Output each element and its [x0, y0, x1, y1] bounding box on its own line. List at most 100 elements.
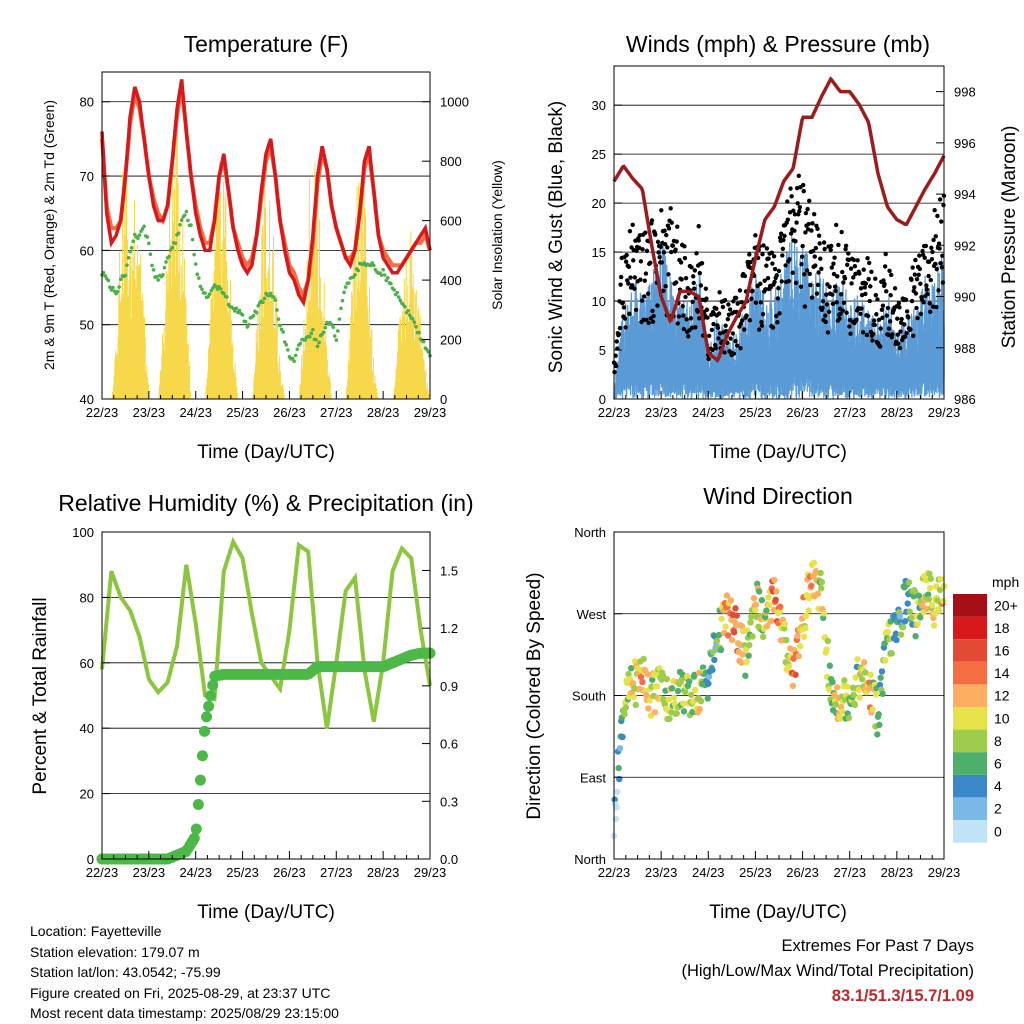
dewpoint-point: [426, 350, 431, 354]
gust-point: [645, 291, 651, 296]
gust-point: [649, 218, 655, 223]
gust-point: [779, 231, 784, 236]
direction-point: [936, 586, 944, 594]
gust-point: [812, 254, 817, 259]
pressure-series: [612, 76, 946, 363]
gust-point: [854, 317, 859, 322]
gust-point: [840, 269, 845, 275]
dewpoint-point: [307, 335, 312, 339]
gust-point: [834, 222, 839, 228]
direction-point: [742, 672, 749, 679]
direction-point: [876, 721, 883, 729]
dewpoint-point: [240, 313, 245, 317]
gust-point: [812, 211, 817, 217]
gust-point: [887, 268, 892, 273]
dewpoint-point: [275, 308, 279, 312]
gust-point: [666, 226, 672, 231]
gust-point: [898, 320, 904, 325]
direction-point: [825, 686, 833, 693]
direction-ytick-label: East: [580, 770, 606, 785]
direction-point: [850, 691, 857, 699]
temperature-2m-series: [100, 79, 432, 308]
direction-point: [926, 584, 934, 592]
gust-point: [765, 275, 771, 281]
direction-point: [709, 666, 716, 674]
gust-point: [676, 314, 682, 319]
colorbar-swatch: [953, 752, 987, 775]
dewpoint-point: [340, 298, 345, 303]
gust-point: [780, 253, 785, 258]
direction-point: [750, 595, 758, 602]
dewpoint-point: [189, 223, 193, 227]
gust-point: [738, 346, 743, 351]
gust-point: [675, 224, 680, 229]
gust-point: [715, 325, 721, 330]
dewpoint-point: [295, 347, 300, 352]
direction-point: [663, 675, 670, 683]
gust-point: [626, 281, 631, 286]
gust-point: [638, 277, 643, 282]
dewpoint-point: [184, 209, 189, 214]
gust-point: [768, 285, 773, 290]
gust-point: [663, 284, 668, 289]
gust-point: [827, 284, 832, 290]
direction-point: [926, 570, 933, 578]
gust-point: [884, 313, 889, 318]
gust-point: [851, 257, 856, 263]
precip-ytick-label: 1.2: [440, 621, 458, 636]
direction-point: [829, 678, 836, 686]
gust-point: [816, 233, 822, 238]
speed-colorbar: mph 20+ 18 16 14 12 10 8 6 4 2 0: [953, 574, 1019, 843]
direction-point: [837, 715, 844, 722]
dewpoint-point: [382, 273, 387, 277]
gust-point: [924, 283, 929, 288]
direction-point: [874, 731, 881, 738]
direction-xlabel: Time (Day/UTC): [709, 902, 847, 923]
dewpoint-point: [195, 272, 200, 277]
direction-point: [639, 678, 646, 686]
winds-xtick-label: 22/23: [598, 405, 631, 420]
gust-point: [699, 261, 705, 266]
gust-point: [832, 255, 837, 260]
direction-point: [904, 600, 911, 607]
gust-point: [937, 246, 942, 251]
dewpoint-point: [386, 276, 390, 280]
gust-point: [848, 266, 854, 271]
gust-point: [884, 289, 889, 294]
direction-title: Wind Direction: [703, 483, 853, 509]
dewpoint-point: [145, 235, 150, 239]
gust-point: [659, 260, 665, 265]
gust-point: [735, 301, 740, 306]
gust-point: [865, 255, 870, 261]
direction-point: [855, 686, 863, 693]
gust-point: [638, 259, 644, 264]
gust-point: [794, 185, 800, 191]
direction-point: [752, 601, 760, 608]
extremes-values: 83.1/51.3/15.7/1.09: [831, 987, 974, 1005]
gust-point: [757, 327, 762, 332]
direction-point: [670, 694, 678, 701]
precip-point: [205, 690, 217, 702]
gust-point: [819, 266, 824, 271]
direction-point: [684, 672, 691, 680]
direction-point: [862, 669, 869, 676]
direction-point: [925, 596, 933, 603]
colorbar-label: 20+: [994, 597, 1018, 613]
gust-point: [930, 304, 936, 309]
gust-point: [928, 309, 933, 314]
dewpoint-point: [421, 339, 426, 344]
gust-point: [642, 278, 647, 283]
direction-point: [705, 673, 713, 680]
gust-point: [939, 265, 944, 270]
gust-point: [673, 280, 679, 285]
gust-point: [621, 305, 627, 310]
dewpoint-point: [256, 303, 260, 308]
gust-point: [911, 333, 916, 338]
gust-point: [682, 255, 688, 261]
dewpoint-point: [176, 231, 181, 235]
winds-ylabel-left: Sonic Wind & Gust (Blue, Black): [546, 101, 567, 373]
gust-point: [862, 285, 867, 290]
dewpoint-point: [331, 325, 335, 329]
dewpoint-point: [193, 262, 198, 266]
gust-point: [643, 271, 649, 276]
